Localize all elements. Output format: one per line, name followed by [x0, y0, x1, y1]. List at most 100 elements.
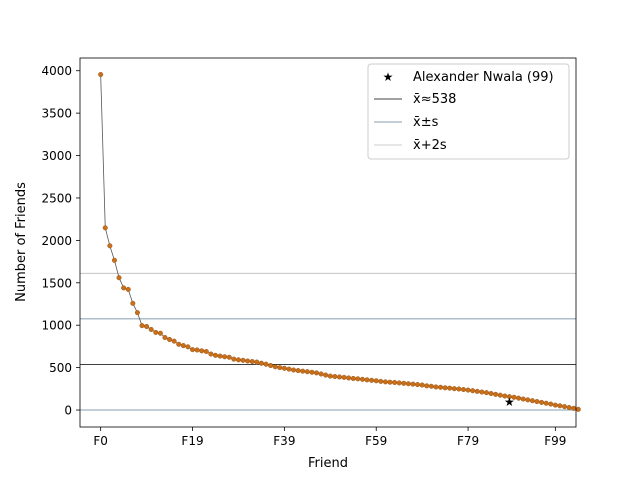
data-point: [176, 341, 182, 347]
data-point: [415, 382, 421, 388]
data-point: [190, 347, 196, 353]
x-axis-label: Friend: [308, 456, 348, 471]
data-point: [336, 374, 342, 380]
data-point: [378, 378, 384, 384]
data-point: [529, 398, 535, 404]
data-point: [442, 385, 448, 391]
data-point: [493, 391, 499, 397]
data-point: [350, 375, 356, 381]
data-point: [447, 385, 453, 391]
y-tick-label: 3000: [41, 149, 72, 163]
data-point: [525, 397, 531, 403]
data-point: [520, 396, 526, 402]
data-point: [424, 383, 430, 389]
highlight-group: ★: [504, 395, 515, 409]
data-point: [373, 378, 379, 384]
data-point: [369, 377, 375, 383]
data-point: [516, 395, 522, 401]
y-axis-label: Number of Friends: [14, 182, 29, 302]
data-point: [208, 351, 214, 357]
x-tick-label: F99: [544, 434, 566, 448]
y-tick-label: 1500: [41, 276, 72, 290]
y-tick-label: 500: [49, 361, 72, 375]
legend-label-mean: x̄≈538: [413, 92, 456, 107]
data-point: [107, 243, 113, 249]
data-point: [548, 401, 554, 407]
data-point: [148, 326, 154, 332]
series-group: [98, 72, 581, 412]
x-tick-label: F59: [365, 434, 387, 448]
data-point: [222, 354, 228, 360]
data-point: [277, 365, 283, 371]
plot-frame: [79, 57, 577, 428]
data-point: [167, 336, 173, 342]
data-point: [327, 373, 333, 379]
data-point: [144, 323, 150, 329]
data-point: [102, 225, 108, 231]
data-point: [460, 387, 466, 393]
data-point: [249, 359, 255, 365]
x-tick-label: F0: [93, 434, 108, 448]
reference-lines: [80, 272, 576, 411]
data-point: [359, 376, 365, 382]
data-point: [419, 382, 425, 388]
x-ticks: F0 F19 F39 F59 F79 F99: [93, 427, 566, 448]
data-point: [281, 365, 287, 371]
data-point: [180, 343, 186, 349]
data-point: [483, 390, 489, 396]
data-point: [562, 404, 568, 410]
data-point: [98, 72, 104, 78]
data-point: [245, 358, 251, 364]
data-point: [451, 386, 457, 392]
data-point: [382, 379, 388, 385]
data-point: [341, 374, 347, 380]
data-point: [575, 406, 581, 412]
data-point: [552, 402, 558, 408]
y-tick-label: 4000: [41, 64, 72, 78]
y-tick-label: 0: [64, 404, 72, 418]
data-point: [139, 323, 145, 329]
data-point: [111, 257, 117, 263]
data-point: [258, 360, 264, 366]
data-point: [212, 352, 218, 358]
data-point: [185, 344, 191, 350]
data-point: [121, 285, 127, 291]
highlight-star-marker: ★: [504, 395, 515, 409]
data-point: [268, 363, 274, 369]
data-point: [226, 354, 232, 360]
data-point: [291, 367, 297, 373]
data-point: [566, 404, 572, 410]
data-point: [171, 338, 177, 344]
data-point: [304, 369, 310, 375]
data-point: [401, 380, 407, 386]
data-point: [318, 371, 324, 377]
x-tick-label: F19: [181, 434, 203, 448]
data-point: [231, 356, 237, 362]
data-point: [286, 366, 292, 372]
data-point: [314, 370, 320, 376]
x-tick-label: F79: [457, 434, 479, 448]
data-point: [405, 381, 411, 387]
data-point: [157, 330, 163, 336]
data-point: [153, 329, 159, 335]
data-point: [488, 390, 494, 396]
data-point: [433, 384, 439, 390]
data-point: [465, 387, 471, 393]
data-point: [474, 388, 480, 394]
data-point: [539, 399, 545, 405]
data-point: [387, 379, 393, 385]
legend-box: [367, 63, 570, 160]
y-tick-label: 1000: [41, 319, 72, 333]
data-point: [355, 376, 361, 382]
data-point: [134, 310, 140, 316]
data-point: [323, 372, 329, 378]
legend-label-sd: x̄±s: [413, 115, 439, 130]
legend: ★ Alexander Nwala (99) x̄≈538 x̄±s x̄+2s: [367, 63, 570, 160]
data-point: [309, 369, 315, 375]
data-point: [410, 381, 416, 387]
data-point: [392, 379, 398, 385]
data-point: [470, 388, 476, 394]
data-point: [534, 399, 540, 405]
data-point: [557, 403, 563, 409]
